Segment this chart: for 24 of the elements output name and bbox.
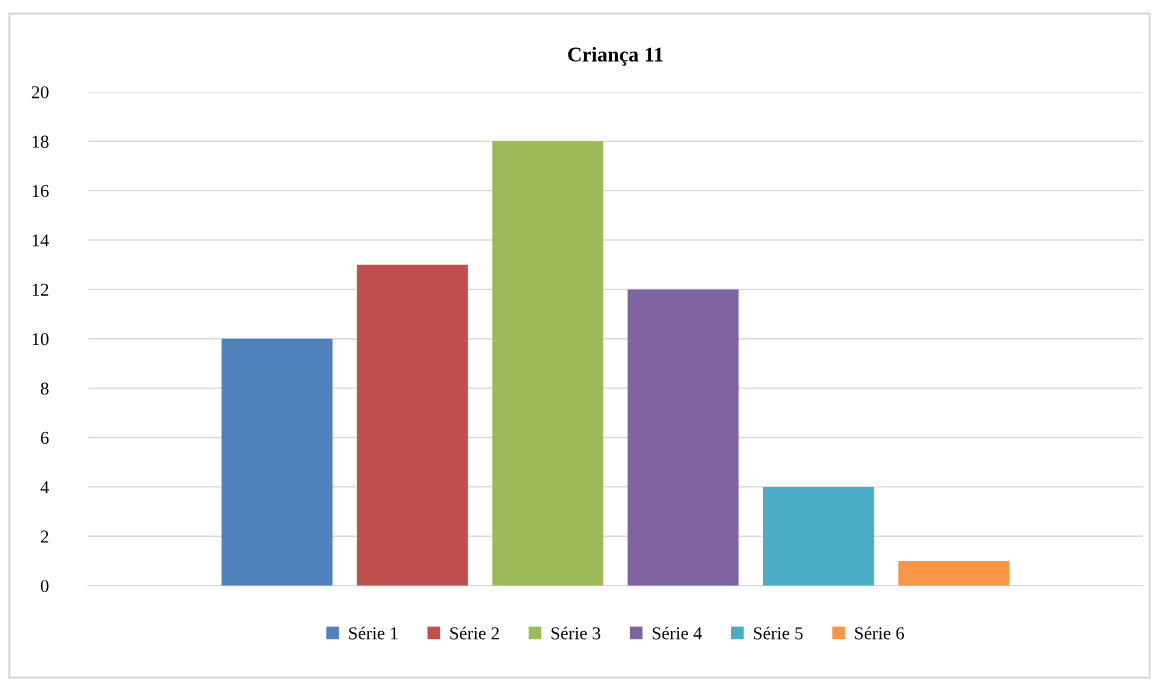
y-tick-label: 14: [32, 234, 49, 247]
y-tick-label: 2: [40, 530, 49, 543]
legend-label: Série 4: [652, 626, 702, 640]
bar: [221, 338, 333, 586]
legend-label: Série 5: [753, 626, 803, 640]
legend-label: Série 1: [349, 626, 398, 640]
bar: [356, 264, 468, 586]
y-tick-label: 20: [31, 86, 49, 99]
y-tick-label: 8: [40, 382, 49, 395]
bar: [898, 560, 1010, 586]
y-tick-label: 16: [32, 184, 49, 198]
y-tick-label: 4: [40, 481, 49, 494]
bar: [762, 486, 874, 586]
legend-label: Série 3: [551, 626, 601, 640]
y-tick-label: 10: [32, 333, 49, 346]
legend-label: Série 6: [855, 626, 905, 640]
legend-label: Série 2: [450, 626, 499, 640]
y-tick-label: 12: [32, 283, 49, 296]
bar: [492, 141, 604, 586]
y-tick-label: 6: [40, 431, 49, 444]
bar: [627, 289, 739, 586]
y-tick-label: 18: [32, 135, 49, 148]
y-tick-label: 0: [40, 579, 49, 593]
chart-title: Criança 11: [568, 46, 663, 66]
